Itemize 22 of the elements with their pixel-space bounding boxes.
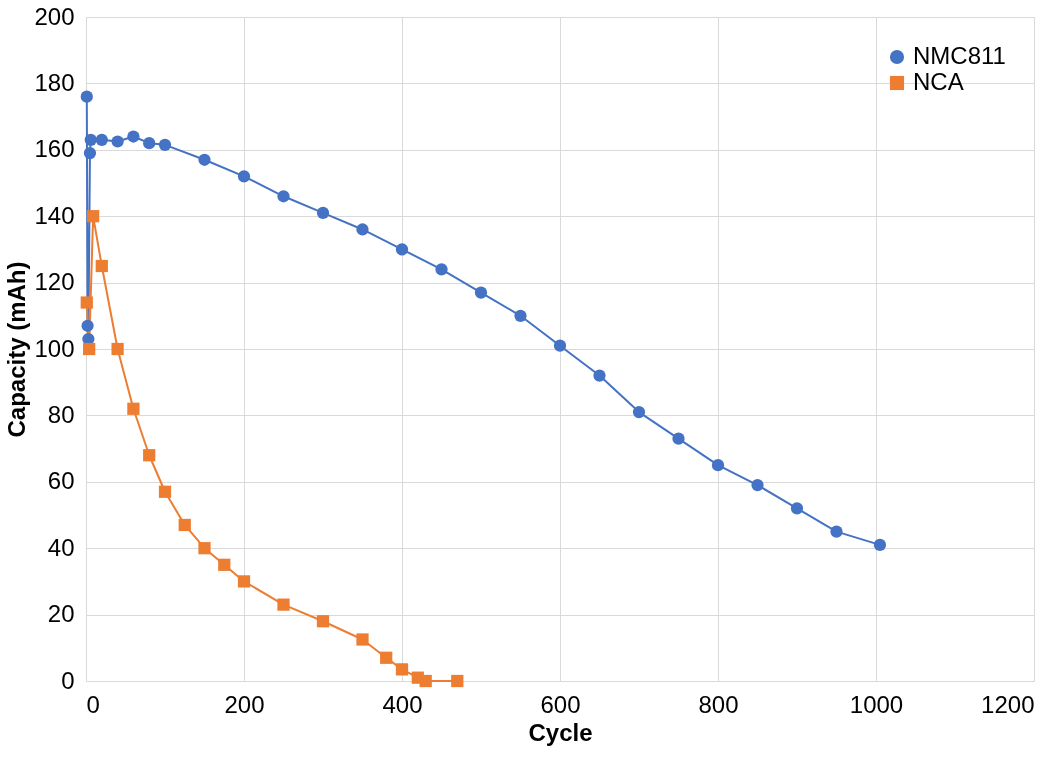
y-tick-label: 120	[34, 268, 75, 296]
y-tick-label: 60	[47, 467, 75, 495]
x-tick-label: 1000	[849, 690, 904, 718]
y-tick-label: 80	[47, 400, 75, 428]
legend-label: NCA	[913, 68, 964, 95]
y-axis-title: Capacity (mAh)	[3, 261, 31, 438]
y-tick-label: 20	[47, 600, 75, 628]
y-tick-label: 180	[34, 68, 75, 96]
x-tick-label: 200	[224, 690, 265, 718]
legend-label: NMC811	[913, 42, 1006, 69]
y-tick-label: 160	[34, 135, 75, 163]
x-axis-title: Cycle	[528, 718, 593, 746]
y-tick-label: 40	[47, 533, 75, 561]
x-tick-label: 600	[540, 690, 581, 718]
y-tick-label: 100	[34, 334, 75, 362]
x-tick-label: 800	[698, 690, 739, 718]
x-tick-label: 400	[382, 690, 423, 718]
x-tick-label: 1200	[981, 690, 1035, 718]
x-tick-label: 0	[86, 690, 100, 718]
y-tick-label: 0	[61, 666, 75, 694]
y-tick-label: 200	[34, 2, 75, 30]
y-tick-label: 140	[34, 201, 75, 229]
